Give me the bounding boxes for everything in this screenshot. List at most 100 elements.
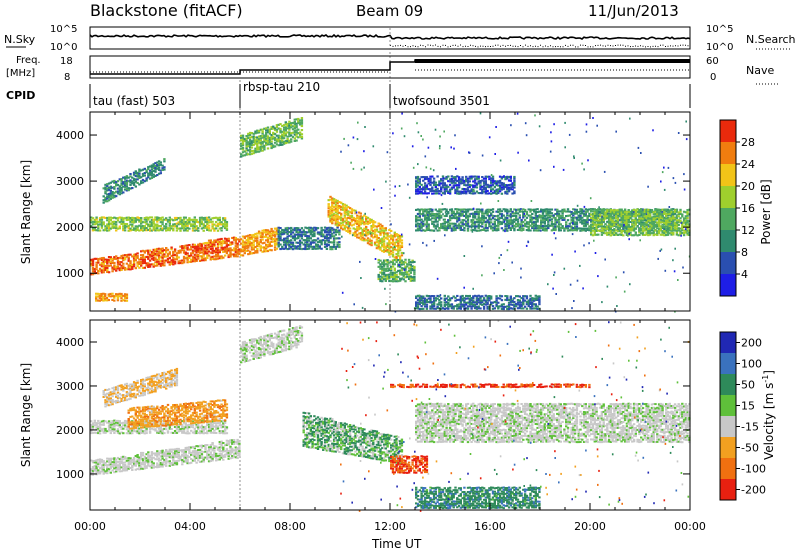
data-cell xyxy=(200,255,204,258)
data-cell xyxy=(143,174,146,177)
data-cell xyxy=(127,229,130,232)
data-cell xyxy=(168,224,171,227)
data-cell xyxy=(111,217,114,220)
data-cell xyxy=(106,264,109,267)
data-cell xyxy=(123,182,127,185)
data-cell xyxy=(227,256,230,259)
data-cell xyxy=(211,247,214,250)
data-cell xyxy=(425,303,429,306)
data-cell xyxy=(227,254,230,257)
data-cell xyxy=(413,269,416,272)
data-cell xyxy=(254,136,257,139)
cpid-segment-label: rbsp-tau 210 xyxy=(243,80,320,94)
data-cell xyxy=(175,258,179,261)
data-cell xyxy=(293,120,296,123)
data-cell xyxy=(197,247,200,250)
data-cell xyxy=(248,146,252,149)
data-cell xyxy=(116,192,120,195)
data-cell xyxy=(241,245,245,248)
data-cell xyxy=(247,249,250,252)
data-cell xyxy=(166,253,170,256)
data-cell xyxy=(590,227,593,230)
data-cell xyxy=(595,211,598,214)
data-cell xyxy=(136,228,139,231)
data-cell xyxy=(259,147,262,150)
data-cell xyxy=(93,220,96,223)
data-cell xyxy=(213,229,216,232)
beam-title: Beam 09 xyxy=(356,2,423,20)
noise-cell xyxy=(576,279,579,282)
data-cell xyxy=(138,174,141,177)
data-cell xyxy=(109,181,112,184)
data-cell xyxy=(384,279,387,282)
data-cell xyxy=(216,217,220,220)
data-cell xyxy=(122,182,125,185)
data-cell xyxy=(272,240,275,243)
data-cell xyxy=(156,220,159,223)
data-cell xyxy=(390,267,393,270)
data-cell xyxy=(498,208,502,211)
data-cell xyxy=(484,223,487,226)
data-cell xyxy=(259,149,262,152)
data-cell xyxy=(243,245,246,248)
data-cell xyxy=(272,125,275,128)
data-cell xyxy=(116,265,120,268)
data-cell xyxy=(186,227,189,230)
data-cell xyxy=(188,260,191,263)
data-cell xyxy=(127,256,130,259)
data-cell xyxy=(97,261,100,264)
data-cell xyxy=(91,217,95,220)
data-cell xyxy=(140,217,143,220)
data-cell xyxy=(265,135,268,138)
data-cell xyxy=(127,268,130,271)
data-cell xyxy=(154,174,157,177)
data-cell xyxy=(479,307,482,310)
data-cell xyxy=(170,227,173,230)
data-cell xyxy=(273,242,277,245)
data-cell xyxy=(273,248,277,251)
data-cell xyxy=(298,243,302,246)
data-cell xyxy=(348,230,352,233)
data-cell xyxy=(259,137,262,140)
data-cell xyxy=(140,254,143,257)
data-cell xyxy=(236,251,239,254)
data-cell xyxy=(279,237,282,240)
data-cell xyxy=(579,214,582,217)
data-cell xyxy=(275,130,279,133)
data-cell xyxy=(156,258,159,261)
data-cell xyxy=(122,220,125,223)
data-cell xyxy=(172,259,175,262)
data-cell xyxy=(104,190,107,193)
data-cell xyxy=(200,218,204,221)
data-cell xyxy=(266,236,270,239)
data-cell xyxy=(491,305,495,308)
noise-cell xyxy=(581,162,583,165)
data-cell xyxy=(131,223,134,226)
data-cell xyxy=(198,216,202,219)
data-cell xyxy=(243,243,246,246)
data-cell xyxy=(479,297,482,300)
data-cell xyxy=(154,216,157,219)
data-cell xyxy=(206,228,209,231)
data-cell xyxy=(93,223,96,226)
data-cell xyxy=(175,227,179,230)
data-cell xyxy=(261,238,264,241)
data-cell xyxy=(268,132,271,135)
data-cell xyxy=(157,164,161,167)
data-cell xyxy=(122,225,125,228)
data-cell xyxy=(400,251,404,254)
data-cell xyxy=(186,244,189,247)
data-cell xyxy=(611,215,614,218)
data-cell xyxy=(122,222,125,225)
data-cell xyxy=(141,174,145,177)
data-cell xyxy=(256,144,259,147)
data-cell xyxy=(120,268,123,271)
data-cell xyxy=(115,183,118,186)
data-cell xyxy=(115,269,118,272)
data-cell xyxy=(173,225,177,228)
data-cell xyxy=(157,172,161,175)
data-cell xyxy=(127,176,130,179)
data-cell xyxy=(250,242,254,245)
data-cell xyxy=(182,259,186,262)
noise-cell xyxy=(506,249,509,252)
